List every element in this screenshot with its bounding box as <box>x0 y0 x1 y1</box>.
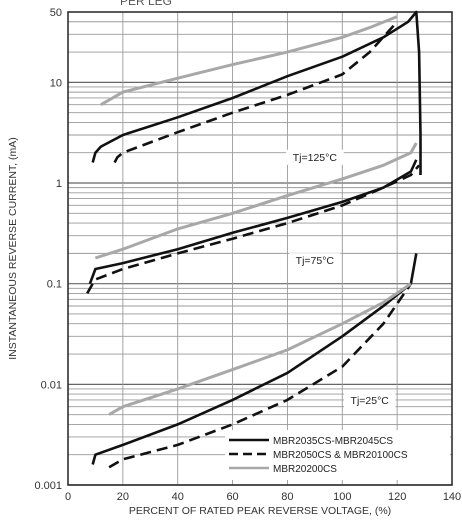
temperature-annotations: Tj=125°C Tj=75°C Tj=25°C <box>286 149 396 409</box>
series-line <box>113 20 399 164</box>
y-axis-ticks: 0.001 0.01 0.1 1 10 50 <box>34 7 62 492</box>
x-tick-label: 120 <box>388 491 406 503</box>
series-line <box>88 159 418 285</box>
x-tick-label: 140 <box>443 491 461 503</box>
y-tick-label: 0.1 <box>47 279 62 291</box>
annotation-background <box>344 393 396 409</box>
y-tick-label: 1 <box>56 178 62 190</box>
x-tick-label: 60 <box>226 491 238 503</box>
series-lines <box>86 10 422 469</box>
legend-entry-label: MBR20200CS <box>273 464 337 475</box>
temperature-label: Tj=25°C <box>351 395 390 407</box>
y-tick-label: 0.01 <box>41 379 62 391</box>
y-axis-label: INSTANTANEOUS REVERSE CURRENT, (mA) <box>7 137 19 359</box>
x-axis-ticks: 0 20 40 60 80 100 120 140 <box>65 491 461 503</box>
chart-title-partial: PER LEG <box>120 0 172 8</box>
series-line <box>94 142 418 260</box>
annotation-background <box>289 253 341 269</box>
annotation-background <box>286 149 344 165</box>
series-line <box>86 164 421 295</box>
temperature-label: Tj=125°C <box>293 152 338 164</box>
x-axis-label: PERCENT OF RATED PEAK REVERSE VOLTAGE, (… <box>129 505 391 517</box>
x-tick-label: 40 <box>172 491 184 503</box>
temperature-label: Tj=75°C <box>296 255 335 267</box>
y-tick-label: 0.001 <box>34 480 62 492</box>
y-tick-label: 50 <box>50 7 62 19</box>
x-tick-label: 0 <box>65 491 71 503</box>
series-line <box>108 282 412 469</box>
legend: MBR2035CS-MBR2045CS MBR2050CS & MBR20100C… <box>225 430 450 480</box>
y-tick-label: 10 <box>50 77 62 89</box>
legend-entry-label: MBR2050CS & MBR20100CS <box>273 450 408 461</box>
x-tick-label: 100 <box>333 491 351 503</box>
series-line <box>91 10 422 175</box>
series-line <box>100 15 398 107</box>
legend-entry-label: MBR2035CS-MBR2045CS <box>273 436 393 447</box>
plot-frame <box>67 11 453 486</box>
x-tick-label: 20 <box>117 491 129 503</box>
x-tick-label: 80 <box>281 491 293 503</box>
series-line <box>108 282 412 416</box>
